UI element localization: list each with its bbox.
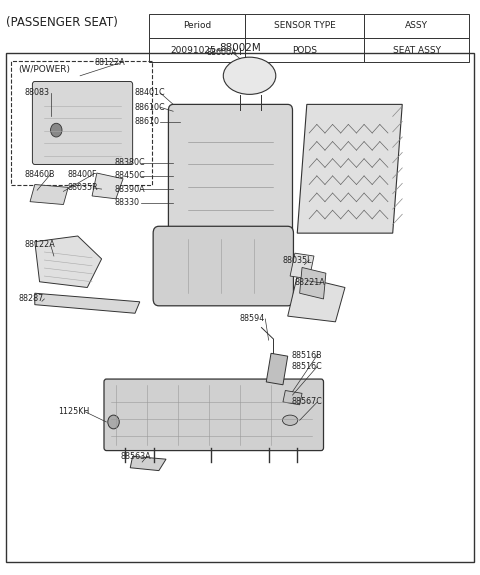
Polygon shape <box>288 276 345 322</box>
Polygon shape <box>300 267 326 299</box>
Text: 88122A: 88122A <box>95 58 125 67</box>
Text: 88122A: 88122A <box>24 240 55 249</box>
Bar <box>364 38 469 62</box>
FancyBboxPatch shape <box>153 227 293 306</box>
Circle shape <box>108 415 119 429</box>
Bar <box>6 53 474 562</box>
FancyBboxPatch shape <box>168 105 292 239</box>
Text: 88002M: 88002M <box>219 43 261 52</box>
Polygon shape <box>35 293 140 313</box>
Text: 88035L: 88035L <box>283 255 312 264</box>
Text: 88610C: 88610C <box>134 103 165 112</box>
FancyBboxPatch shape <box>33 82 132 164</box>
Text: 88330: 88330 <box>115 198 140 208</box>
Polygon shape <box>283 390 302 405</box>
Polygon shape <box>290 253 314 279</box>
Text: 88567C: 88567C <box>291 397 322 407</box>
FancyBboxPatch shape <box>104 379 324 451</box>
Bar <box>149 38 245 62</box>
Polygon shape <box>35 236 102 288</box>
Text: 88563A: 88563A <box>120 452 151 461</box>
Text: Period: Period <box>183 21 211 30</box>
Text: 88600A: 88600A <box>206 48 237 58</box>
Text: 1125KH: 1125KH <box>59 407 90 416</box>
Text: 88516B: 88516B <box>291 351 322 359</box>
Text: SENSOR TYPE: SENSOR TYPE <box>274 21 336 30</box>
Bar <box>245 38 364 62</box>
Text: 88287: 88287 <box>18 294 43 304</box>
Text: 88035R: 88035R <box>67 183 98 193</box>
Text: SEAT ASSY: SEAT ASSY <box>393 45 441 55</box>
Text: 88460B: 88460B <box>24 170 55 179</box>
Text: 88401C: 88401C <box>134 89 165 97</box>
Text: (PASSENGER SEAT): (PASSENGER SEAT) <box>6 16 118 29</box>
Bar <box>245 14 364 38</box>
Text: 88083: 88083 <box>24 89 49 97</box>
Bar <box>364 14 469 38</box>
Text: 88380C: 88380C <box>115 158 145 167</box>
Text: 88221A: 88221A <box>295 278 325 288</box>
Text: 88516C: 88516C <box>291 362 322 371</box>
Polygon shape <box>297 105 402 233</box>
Polygon shape <box>30 185 68 205</box>
Text: 88594: 88594 <box>239 315 264 324</box>
Text: PODS: PODS <box>292 45 317 55</box>
Text: 88390A: 88390A <box>115 185 145 194</box>
Ellipse shape <box>223 57 276 94</box>
Text: ASSY: ASSY <box>405 21 428 30</box>
Text: 20091025~: 20091025~ <box>170 45 224 55</box>
Polygon shape <box>130 457 166 470</box>
Polygon shape <box>92 173 123 199</box>
Polygon shape <box>266 353 288 385</box>
Text: 88610: 88610 <box>134 117 159 126</box>
Bar <box>149 14 245 38</box>
Circle shape <box>50 123 62 137</box>
Text: 88400F: 88400F <box>67 170 97 179</box>
Bar <box>11 62 152 185</box>
Text: 88450C: 88450C <box>115 171 146 181</box>
Ellipse shape <box>282 415 298 426</box>
Text: (W/POWER): (W/POWER) <box>18 66 70 75</box>
